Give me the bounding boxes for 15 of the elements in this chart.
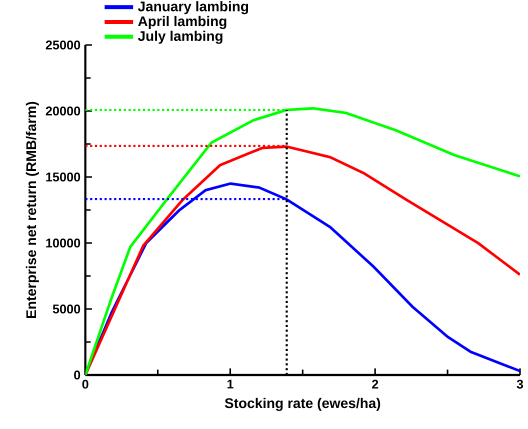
legend-label: July lambing <box>138 30 222 44</box>
y-tick-label: 5000 <box>52 304 80 314</box>
x-tick-label: 1 <box>227 380 234 388</box>
y-tick-label: 0 <box>74 370 80 380</box>
legend-label: April lambing <box>138 16 226 30</box>
legend-label: January lambing <box>138 1 248 14</box>
y-tick-label: 15000 <box>46 172 80 182</box>
x-tick-label: 2 <box>372 380 378 389</box>
y-axis-title: Enterprise net return (RMB/farm) <box>26 102 39 318</box>
y-tick-label: 20000 <box>46 106 80 116</box>
x-tick-label: 0 <box>82 380 88 389</box>
y-tick-label: 25000 <box>46 40 80 50</box>
x-axis-title: Stocking rate (ewes/ha) <box>224 398 380 411</box>
x-tick-label: 3 <box>516 380 524 389</box>
y-tick-label: 10000 <box>46 238 80 248</box>
